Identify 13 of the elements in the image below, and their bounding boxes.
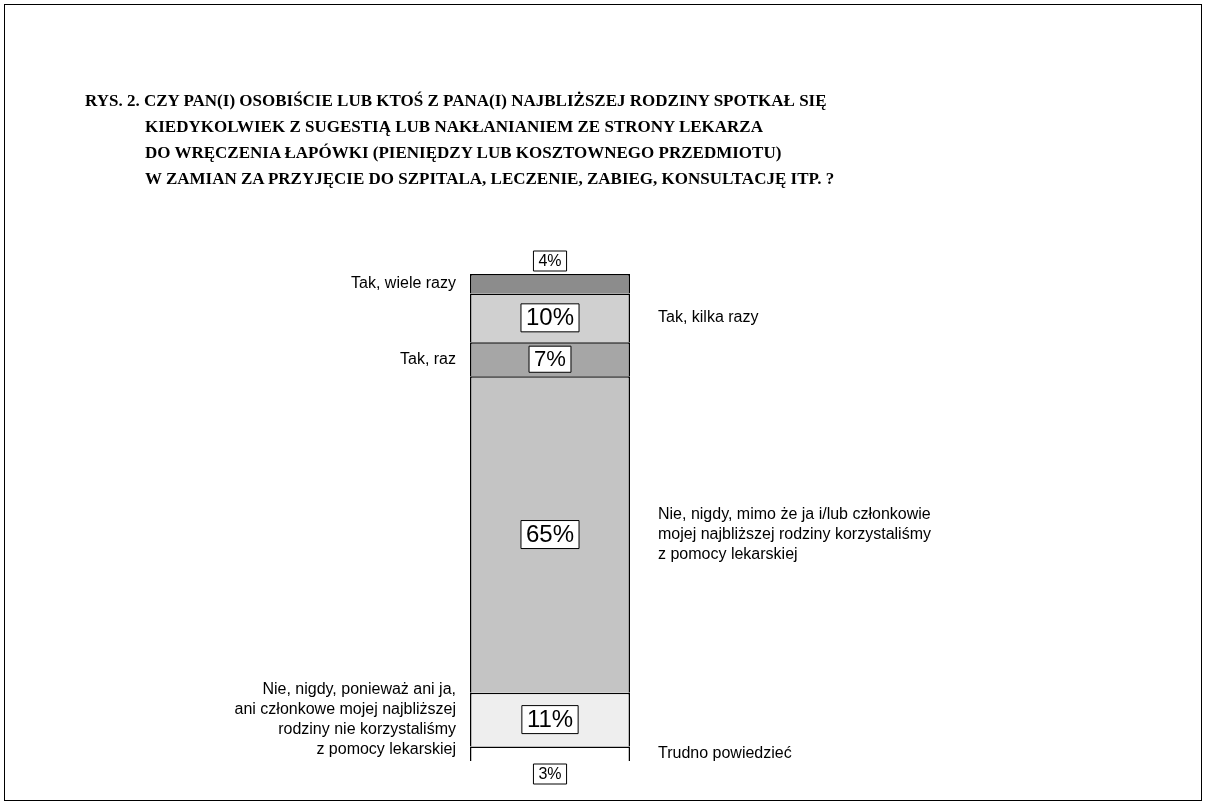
data-label: 11% [526, 705, 574, 733]
data-label: 3% [538, 765, 562, 783]
series-label: Nie, nigdy, ponieważ ani ja, ani członkowe mojej najbliższej rodziny nie korzystaliśmy z pomocy lekarskiej [234, 680, 456, 758]
series-label: Tak, raz [399, 349, 456, 367]
data-label: 65% [525, 520, 575, 548]
series-label: Nie, nigdy, mimo że ja i/lub członkowie mojej najbliższej rodziny korzystaliśmy z pomocy lekarskiej [658, 504, 931, 562]
series-label: Trudno powiedzieć [658, 744, 792, 762]
series-label: Tak, wiele razy [351, 274, 456, 292]
data-label: 4% [538, 252, 562, 270]
series-label: Tak, kilka razy [658, 308, 759, 326]
data-label: 10% [525, 303, 575, 331]
data-label: 7% [534, 346, 566, 372]
chart-title: RYS. 2. CZY PAN(I) OSOBIŚCIE LUB KTOŚ Z PANA(I) NAJBLIŻSZEJ RODZINY SPOTKAŁ SIĘ KIEDYKOLWIEK Z SUGESTIĄ LUB NAKŁANIANIEM ZE STRONY LEKARZA DO WRĘCZENIA ŁAPÓWKI (PIENIĘDZY LUB KOSZTOWNEGO PRZEDMIOTU) W ZAMIAN ZA PRZYJĘCIE DO SZPITALA, LECZENIE, ZABIEG, KONSULTACJĘ ITP. ? [84, 90, 835, 190]
